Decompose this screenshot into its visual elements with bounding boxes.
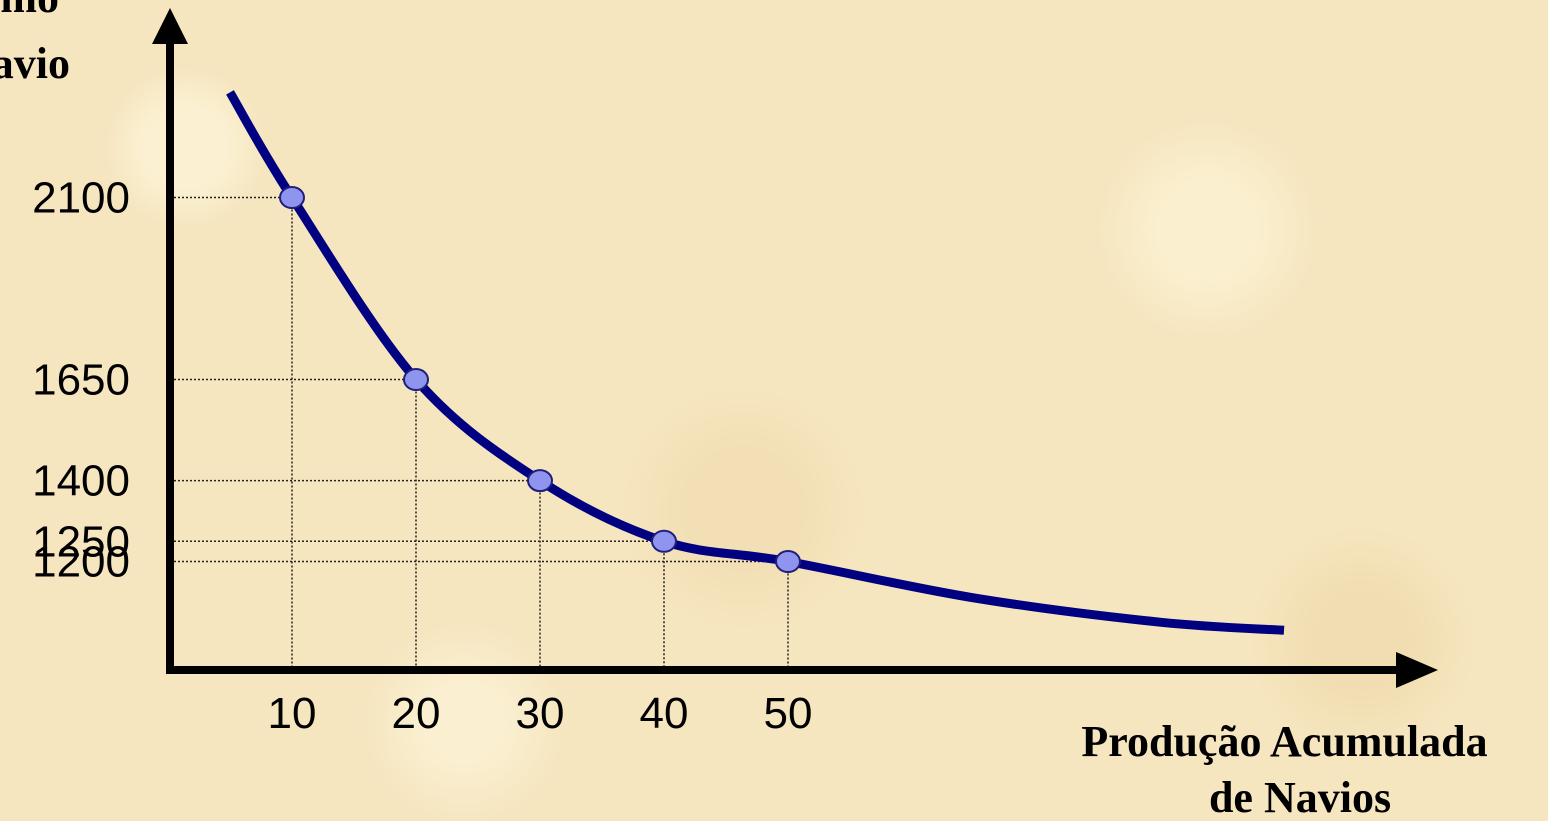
axes: [152, 8, 1438, 688]
x-tick-label: 10: [268, 689, 317, 738]
data-point-marker: [527, 469, 553, 493]
x-tick-label: 50: [764, 689, 813, 738]
data-points: [279, 186, 801, 574]
x-tick-labels: 10 20 30 40 50: [268, 689, 813, 738]
learning-curve-line: [226, 90, 1285, 635]
y-tick-label: 1650: [32, 356, 130, 405]
x-tick-label: 30: [516, 689, 565, 738]
x-axis-arrow-icon: [1396, 652, 1438, 688]
guide-lines: [170, 196, 789, 670]
y-axis-title-line-2: avio: [0, 39, 70, 88]
x-tick-label: 40: [640, 689, 689, 738]
y-tick-label: 1400: [32, 457, 130, 506]
y-tick-label: 2100: [32, 174, 130, 223]
y-tick-label: 1200: [32, 538, 130, 587]
y-tick-label: 1250: [32, 517, 130, 566]
x-tick-label: 20: [392, 689, 441, 738]
data-point-marker: [775, 550, 801, 574]
x-axis-title-line-2: de Navios: [1209, 773, 1391, 821]
data-point-marker: [403, 368, 429, 392]
data-point-marker: [279, 186, 305, 210]
y-axis-title-line-1: imo: [0, 0, 59, 22]
x-axis-title: Produção Acumulada de Navios: [1081, 717, 1498, 821]
y-axis-arrow-icon: [152, 8, 188, 44]
data-point-marker: [651, 529, 677, 553]
x-axis-title-line-1: Produção Acumulada: [1081, 717, 1487, 766]
y-axis-title: imo avio: [0, 0, 70, 88]
